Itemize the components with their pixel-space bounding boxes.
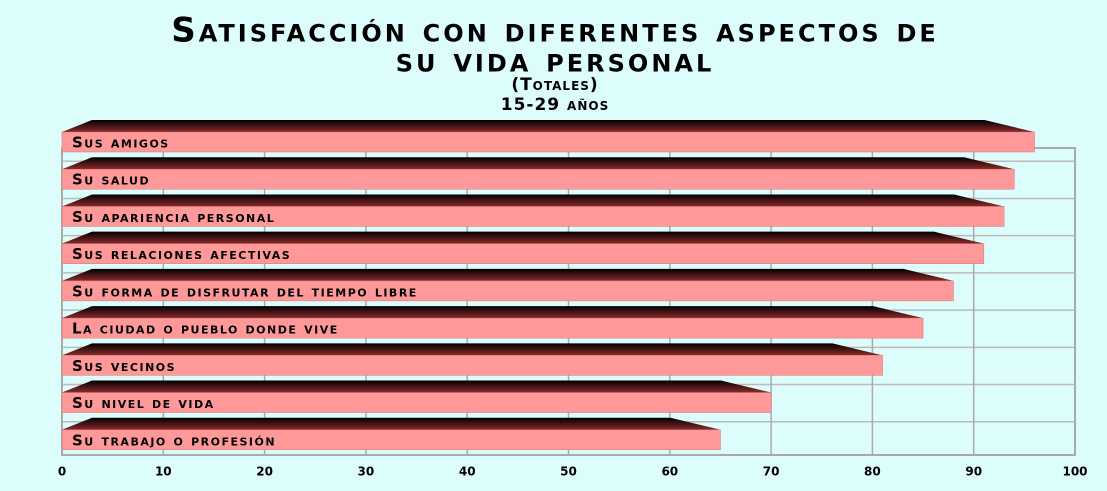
x-tick-label: 30 (358, 465, 375, 479)
bar-top (62, 306, 924, 319)
bar-top (62, 231, 984, 244)
bar-top (62, 417, 721, 430)
bar (61, 355, 883, 376)
bar (61, 243, 985, 264)
category-label: Su apariencia personal (72, 208, 275, 226)
x-tick-label: 50 (560, 465, 577, 479)
bar-top (62, 157, 1015, 170)
category-label: Sus amigos (72, 134, 170, 152)
chart-title: su vida personal (396, 41, 715, 81)
bar (61, 429, 721, 451)
category-label: Sus relaciones afectivas (72, 245, 291, 263)
x-tick-label: 20 (256, 465, 273, 479)
category-label: Su salud (72, 171, 150, 189)
category-label: La ciudad o pueblo donde vive (72, 320, 339, 338)
x-tick-label: 100 (1062, 465, 1087, 479)
category-label: Su forma de disfrutar del tiempo libre (72, 282, 418, 300)
x-tick-label: 60 (661, 465, 678, 479)
x-tick-label: 40 (459, 465, 476, 479)
x-tick-label: 0 (58, 465, 66, 479)
category-label: Sus vecinos (72, 357, 176, 375)
bar-top (62, 120, 1035, 132)
chart-subtitle: 15-29 años (501, 95, 609, 115)
category-label: Su nivel de vida (72, 394, 215, 412)
bar-top (62, 343, 883, 356)
bar (61, 168, 1015, 190)
bar (61, 317, 924, 339)
x-tick-label: 90 (965, 465, 982, 479)
x-tick-label: 80 (864, 465, 881, 479)
chart-title: Satisfacción con diferentes aspectos de (171, 11, 939, 51)
bar (61, 392, 772, 413)
bar (61, 280, 954, 302)
bar-top (62, 194, 1005, 207)
bar (61, 206, 1005, 227)
x-tick-label: 70 (763, 465, 780, 479)
category-label: Su trabajo o profesión (72, 431, 276, 449)
bar-top (62, 268, 954, 281)
x-tick-label: 10 (155, 465, 172, 479)
chart-subtitle: (Totales) (511, 75, 598, 95)
bar (61, 131, 1035, 153)
bar-top (62, 380, 772, 393)
